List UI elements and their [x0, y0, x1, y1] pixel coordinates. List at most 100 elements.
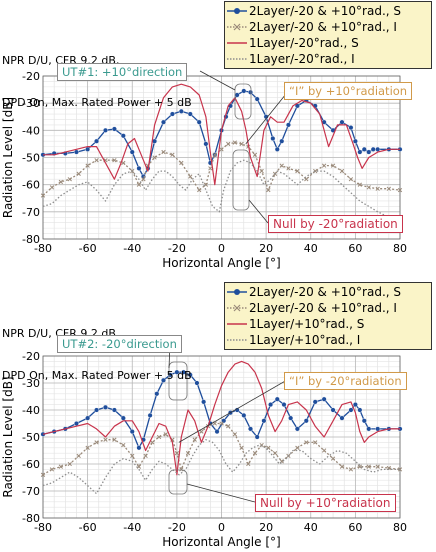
data-point: [154, 391, 160, 397]
data-point: [321, 163, 327, 168]
data-point: [375, 426, 381, 432]
x-tick-label: -60: [79, 521, 97, 534]
series-4: [42, 439, 400, 495]
data-point: [111, 407, 117, 413]
data-point: [40, 193, 46, 198]
data-point: [187, 372, 193, 378]
chart2-legend-label-3: 1Layer/+10°rad., S: [249, 316, 365, 331]
data-point: [94, 440, 99, 445]
data-point: [178, 108, 184, 114]
data-point: [241, 88, 247, 94]
data-point: [73, 149, 79, 155]
data-point: [85, 415, 91, 421]
x-tick-label: -60: [79, 242, 97, 255]
data-point: [197, 187, 202, 193]
data-point: [252, 152, 258, 157]
data-point: [187, 111, 193, 117]
y-tick-label: -30: [22, 377, 40, 390]
null-leader-line: [248, 199, 269, 224]
x-tick-label: 0: [218, 521, 225, 534]
chart1-plot: -80 -60 -40 -20 0 20 40 60 80 -20 -30 -40 -50 -60 -70 -…: [1, 70, 407, 270]
data-point: [286, 166, 291, 171]
chart2-null-callout: Null by +10°radiation: [255, 494, 396, 512]
data-point: [85, 146, 91, 152]
data-point: [312, 399, 318, 405]
data-point: [203, 141, 209, 147]
data-point: [120, 133, 126, 139]
y-tick-label: -30: [22, 97, 40, 110]
data-point: [85, 445, 90, 450]
data-point: [192, 437, 197, 442]
chart1-legend-label-1: 2Layer/-20 & +10°rad., S: [249, 3, 402, 18]
data-point: [163, 432, 168, 437]
data-point: [248, 426, 254, 432]
chart2-title-line1: NPR D/U, CFR 9.2 dB,: [2, 327, 120, 340]
data-point: [181, 369, 187, 375]
data-point: [248, 89, 254, 95]
data-point: [348, 125, 354, 131]
x-tick-label: 0: [218, 242, 225, 255]
data-point: [102, 404, 108, 410]
chart1-legend: 2Layer/-20 & +10°rad., S 2Layer/-20 & +1…: [224, 1, 432, 69]
data-point: [226, 424, 231, 429]
data-point: [295, 445, 300, 450]
data-point: [274, 146, 280, 152]
plot-frame: [42, 75, 401, 240]
x-tick-label: 60: [348, 242, 362, 255]
data-point: [208, 166, 213, 171]
data-point: [366, 149, 372, 155]
y-tick-label: -60: [22, 458, 40, 471]
data-point: [129, 429, 135, 435]
data-point: [279, 138, 285, 144]
data-point: [76, 171, 81, 176]
data-point: [386, 186, 391, 191]
data-point: [67, 177, 72, 182]
data-point: [339, 119, 345, 125]
x-tick-label: 80: [393, 521, 407, 534]
data-point: [321, 448, 327, 453]
data-point: [266, 187, 271, 193]
data-point: [352, 138, 358, 144]
chart1-legend-entry-3: 1Layer/-20°rad., S: [227, 35, 429, 51]
chart2-legend-entry-2: 2Layer/-20 & +10°rad., I: [227, 300, 429, 316]
data-point: [49, 185, 55, 190]
interference-leader-line: [245, 88, 291, 145]
data-point: [226, 141, 231, 147]
data-point: [179, 160, 184, 166]
data-point: [252, 451, 258, 456]
data-point: [352, 402, 358, 408]
data-point: [295, 168, 300, 174]
x-tick-label: 40: [304, 521, 318, 534]
y-tick-label: -70: [22, 485, 40, 498]
data-point: [357, 464, 362, 469]
chart1-legend-entry-2: 2Layer/-20 & +10°rad., I: [227, 19, 429, 35]
data-point: [194, 380, 200, 386]
y-axis-label: Radiation Level [dB]: [1, 376, 15, 497]
chart2-header: NPR D/U, CFR 9.2 dB, DPD On, Max. Rated …: [2, 299, 192, 397]
data-point: [361, 146, 367, 152]
data-point: [361, 418, 367, 424]
y-tick-label: -50: [22, 431, 40, 444]
ut-marker-box: [234, 83, 252, 120]
null-marker-box: [168, 469, 188, 495]
data-point: [130, 453, 135, 459]
data-point: [147, 412, 153, 418]
x-tick-label: -80: [34, 242, 52, 255]
data-point: [397, 467, 403, 472]
chart2-legend-entry-3: 1Layer/+10°rad., S: [227, 316, 429, 332]
data-point: [188, 174, 193, 179]
data-point: [174, 369, 180, 375]
data-point: [169, 111, 175, 117]
data-point: [357, 407, 363, 413]
data-point: [40, 472, 46, 477]
data-point: [212, 152, 217, 157]
x-tick-label: 20: [259, 521, 273, 534]
legend-line-circle-icon: [227, 8, 247, 14]
legend-dotted-icon: [227, 339, 247, 341]
data-point: [94, 158, 99, 163]
ut-leader-line: [199, 70, 236, 91]
data-point: [67, 461, 72, 467]
data-point: [94, 407, 100, 413]
chart2-title-line2: DPD On, Max. Rated Power + 5 dB: [2, 369, 192, 382]
data-point: [111, 126, 117, 132]
